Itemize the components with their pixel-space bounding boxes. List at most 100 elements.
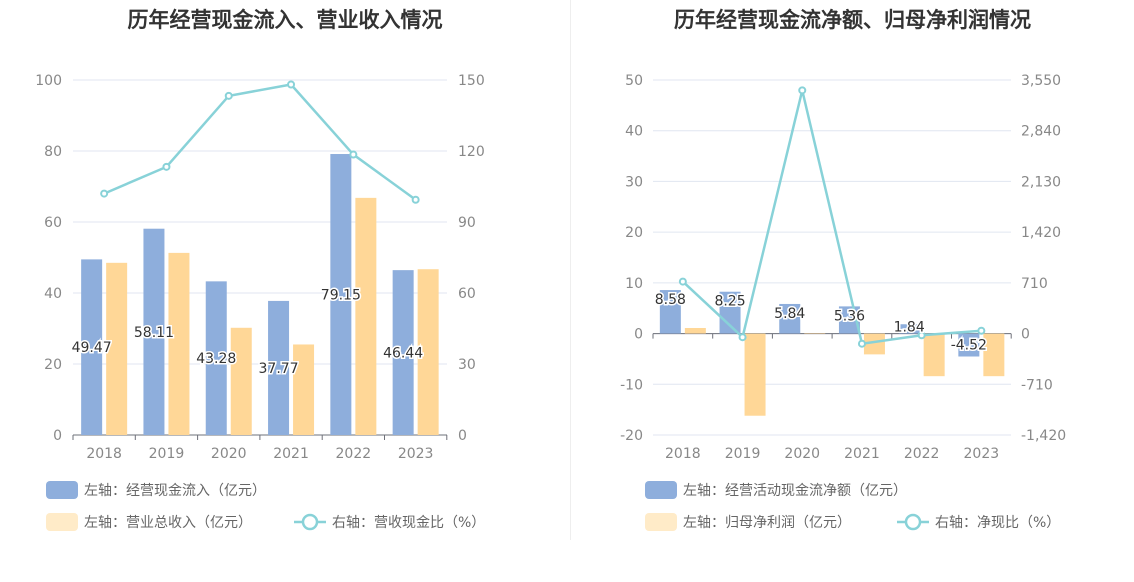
x-axis-category-label: 2019 [149, 446, 185, 462]
net-cashflow-profit-chart: -20 -1,420 -10 -710 0 0 10 710 20 1,420 30 2,130 40 2… [620, 73, 1066, 531]
chart-panel-cash-inflow-revenue: 历年经营现金流入、营业收入情况 0 0 20 30 40 60 60 90 80 120 100 15… [35, 8, 485, 531]
line-point [977, 326, 986, 335]
x-axis-category-label: 2023 [398, 446, 434, 462]
bar-series-1 [958, 333, 980, 357]
legend-swatch-bar [645, 481, 677, 499]
left-axis-tick-label: 40 [44, 286, 62, 302]
x-axis-category-label: 2018 [665, 446, 701, 462]
legend-swatch-marker [301, 513, 319, 531]
legend-swatch-marker [904, 513, 922, 531]
bar-series-2 [684, 327, 706, 334]
bar-series-2 [293, 344, 315, 435]
left-axis-tick-label: 60 [44, 215, 62, 231]
left-axis-tick-label: 80 [44, 144, 62, 160]
right-axis-tick-label: 0 [1021, 327, 1030, 343]
bar-data-label: -4.52 [951, 338, 987, 354]
panel-divider [570, 0, 571, 540]
legend-label: 右轴：净现比（%） [935, 515, 1060, 531]
chart-title: 历年经营现金流净额、归母净利润情况 [674, 8, 1031, 32]
line-point [411, 195, 420, 204]
bar-series-2 [168, 252, 190, 435]
bar-series-1 [719, 291, 741, 334]
left-axis-tick-label: -20 [620, 428, 643, 444]
right-axis-tick-label: 1,420 [1021, 225, 1061, 241]
legend-label: 左轴：经营现金流入（亿元） [84, 483, 266, 499]
x-axis-category-label: 2021 [844, 446, 880, 462]
left-axis-tick-label: -10 [620, 377, 643, 393]
bar-series-1 [898, 324, 920, 334]
left-axis-tick-label: 100 [35, 73, 62, 89]
right-axis-tick-label: 710 [1021, 276, 1048, 292]
right-axis-tick-label: -1,420 [1021, 428, 1066, 444]
bar-series-2 [863, 333, 885, 355]
bar-data-label: 58.11 [134, 325, 174, 341]
right-axis-tick-label: 60 [458, 286, 476, 302]
left-axis-tick-label: 0 [53, 428, 62, 444]
line-point [224, 91, 233, 100]
line-point [287, 80, 296, 89]
left-axis-tick-label: 50 [625, 73, 643, 89]
bar-data-label: 1.84 [894, 320, 925, 336]
left-axis-tick-label: 20 [44, 357, 62, 373]
bar-data-label: 79.15 [321, 288, 361, 304]
line-point [798, 86, 807, 95]
cash-inflow-revenue-chart: 0 0 20 30 40 60 60 90 80 120 100 150 2018 2019 2020 202… [35, 73, 485, 531]
line-point [857, 339, 866, 348]
left-axis-tick-label: 40 [625, 124, 643, 140]
bar-data-label: 46.44 [383, 346, 423, 362]
right-axis-tick-label: 0 [458, 428, 467, 444]
x-axis-category-label: 2020 [211, 446, 247, 462]
chart-panel-net-cashflow-profit: 历年经营现金流净额、归母净利润情况 -20 -1,420 -10 -710 0 0 10 71… [571, 0, 1134, 582]
line-point [738, 333, 747, 342]
bar-series-1 [659, 290, 681, 334]
legend-label: 左轴：经营活动现金流净额（亿元） [683, 483, 907, 499]
right-axis-tick-label: 90 [458, 215, 476, 231]
line-series [681, 90, 982, 346]
bar-data-label: 8.25 [714, 294, 745, 310]
bar-series-2 [230, 327, 252, 435]
x-axis-category-label: 2018 [86, 446, 122, 462]
right-axis-tick-label: 30 [458, 357, 476, 373]
bar-data-label: 49.47 [72, 340, 112, 356]
line-point [917, 331, 926, 340]
line-point [678, 277, 687, 286]
bar-series-2 [106, 262, 128, 435]
legend-label: 左轴：营业总收入（亿元） [84, 515, 252, 531]
bar-series-1 [268, 300, 290, 435]
left-axis-tick-label: 20 [625, 225, 643, 241]
right-axis-tick-label: 2,130 [1021, 174, 1061, 190]
bar-series-1 [330, 154, 352, 435]
legend-label: 左轴：归母净利润（亿元） [683, 514, 851, 531]
bar-data-label: 5.36 [834, 308, 865, 324]
bar-series-2 [804, 333, 826, 334]
legend-swatch-bar [46, 481, 78, 499]
bar-data-label: 43.28 [196, 351, 236, 367]
x-axis-category-label: 2021 [273, 446, 309, 462]
line-series [103, 83, 417, 201]
x-axis-category-label: 2020 [784, 446, 820, 462]
bar-series-2 [744, 333, 766, 416]
right-axis-tick-label: 2,840 [1021, 124, 1061, 140]
x-axis-category-label: 2022 [336, 446, 372, 462]
right-axis-tick-label: 3,550 [1021, 73, 1061, 89]
legend-swatch-bar [645, 513, 677, 531]
x-axis-category-label: 2022 [904, 446, 940, 462]
right-axis-tick-label: 120 [458, 144, 485, 160]
bar-data-label: 5.84 [774, 306, 805, 322]
legend-label: 右轴：营收现金比（%） [332, 515, 485, 531]
chart-title: 历年经营现金流入、营业收入情况 [127, 8, 443, 32]
right-axis-tick-label: -710 [1021, 377, 1053, 393]
line-point [162, 162, 171, 171]
bar-series-2 [923, 333, 945, 377]
bar-series-2 [983, 333, 1005, 377]
bar-series-2 [417, 269, 439, 435]
bar-series-1 [392, 270, 414, 435]
left-axis-tick-label: 30 [625, 174, 643, 190]
bar-series-2 [355, 197, 377, 435]
bar-series-1 [205, 281, 227, 435]
left-axis-tick-label: 0 [634, 327, 643, 343]
legend-swatch-bar [46, 513, 78, 531]
bar-series-1 [779, 303, 801, 334]
right-axis-tick-label: 150 [458, 73, 485, 89]
x-axis-category-label: 2019 [725, 446, 761, 462]
